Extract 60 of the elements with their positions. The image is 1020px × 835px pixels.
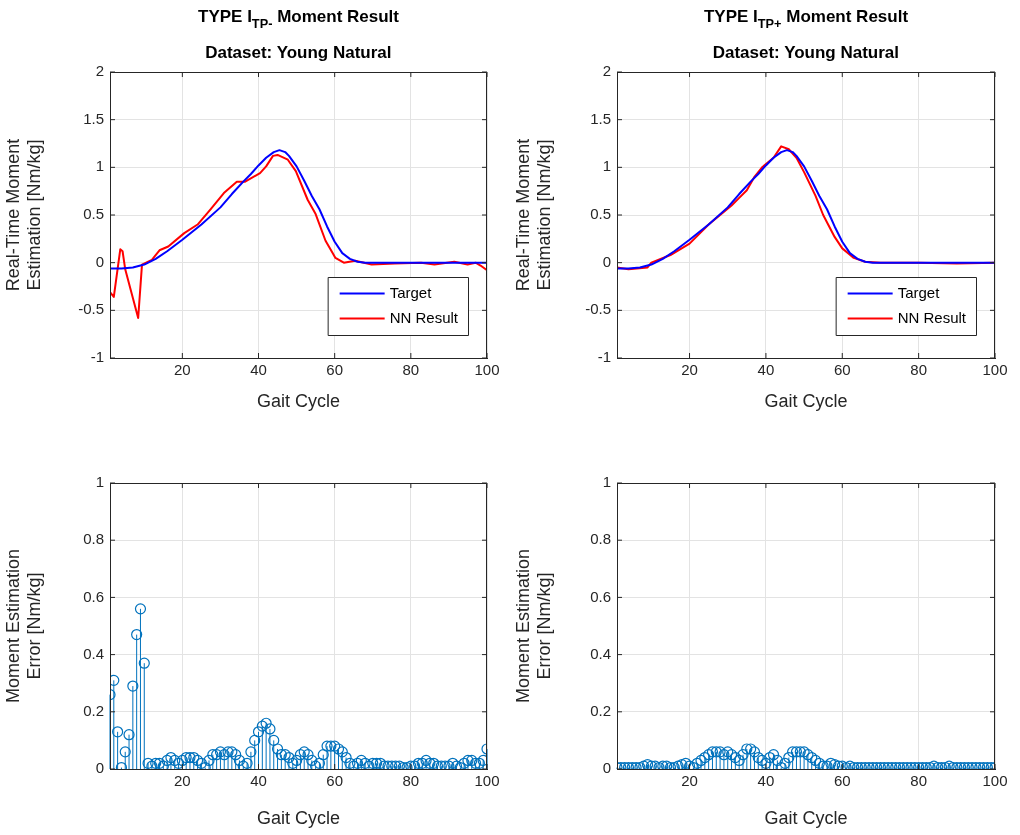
y-axis-title: Real-Time Moment Estimation [Nm/kg] [513, 138, 555, 292]
y-tick-label: -1 [90, 348, 104, 366]
y-tick-label: -0.5 [585, 300, 611, 318]
y-tick-label: 0.4 [83, 644, 104, 662]
y-tick-label: 1 [95, 157, 104, 175]
y-tick-label: 1 [602, 157, 611, 175]
y-tick-label: 0.2 [590, 701, 611, 719]
y-tick-label: 0 [602, 759, 611, 777]
y-tick-label: -1 [597, 348, 611, 366]
x-tick-label: 20 [681, 772, 698, 790]
x-axis-title: Gait Cycle [764, 391, 848, 412]
x-tick-label: 60 [833, 772, 851, 790]
legend-label: NN Result [389, 308, 459, 326]
x-tick-label: 100 [474, 772, 500, 790]
y-tick-label: 1.5 [83, 109, 104, 127]
y-tick-label: 0.6 [590, 587, 611, 605]
x-tick-label: 100 [982, 772, 1008, 790]
x-tick-label: 40 [757, 772, 775, 790]
x-tick-label: 80 [910, 772, 927, 790]
y-tick-label: 0.5 [590, 205, 611, 223]
y-tick-label: 0 [95, 252, 104, 270]
x-tick-label: 20 [174, 772, 191, 790]
x-tick-label: 80 [402, 361, 420, 379]
y-axis-title: Real-Time Moment Estimation [Nm/kg] [3, 138, 45, 292]
y-tick-label: 0.4 [590, 644, 611, 662]
x-tick-label: 60 [326, 361, 344, 379]
y-tick-label: -0.5 [78, 300, 104, 318]
x-tick-label: 40 [250, 772, 267, 790]
y-tick-label: 2 [602, 62, 611, 80]
x-tick-label: 60 [833, 361, 851, 379]
y-axis-title: Moment Estimation Error [Nm/kg] [3, 548, 45, 704]
x-tick-label: 40 [250, 361, 267, 379]
chart-subtitle: Dataset: Young Natural [712, 43, 900, 62]
y-tick-label: 0 [602, 252, 611, 270]
x-tick-label: 100 [982, 361, 1008, 379]
y-tick-label: 0.5 [83, 205, 104, 223]
y-tick-label: 0.8 [83, 530, 104, 548]
x-axis-title: Gait Cycle [764, 808, 848, 829]
y-tick-label: 1.5 [590, 109, 611, 127]
x-axis-title: Gait Cycle [256, 391, 341, 412]
chart-subtitle: Dataset: Young Natural [205, 43, 392, 62]
legend-label: NN Result [897, 308, 967, 326]
x-axis-title: Gait Cycle [256, 808, 341, 829]
y-tick-label: 1 [602, 473, 611, 491]
y-tick-label: 2 [95, 62, 104, 80]
legend-label: Target [897, 283, 941, 301]
legend-label: Target [389, 283, 433, 301]
y-tick-label: 0.6 [83, 587, 104, 605]
x-tick-label: 20 [174, 361, 191, 379]
x-tick-label: 80 [402, 772, 420, 790]
x-tick-label: 40 [757, 361, 775, 379]
y-tick-label: 1 [95, 473, 104, 491]
y-axis-title: Moment Estimation Error [Nm/kg] [513, 548, 555, 704]
y-tick-label: 0.2 [83, 701, 104, 719]
x-tick-label: 100 [474, 361, 500, 379]
y-tick-label: 0 [95, 759, 104, 777]
x-tick-label: 20 [681, 361, 698, 379]
x-tick-label: 80 [910, 361, 927, 379]
y-tick-label: 0.8 [590, 530, 611, 548]
x-tick-label: 60 [326, 772, 344, 790]
